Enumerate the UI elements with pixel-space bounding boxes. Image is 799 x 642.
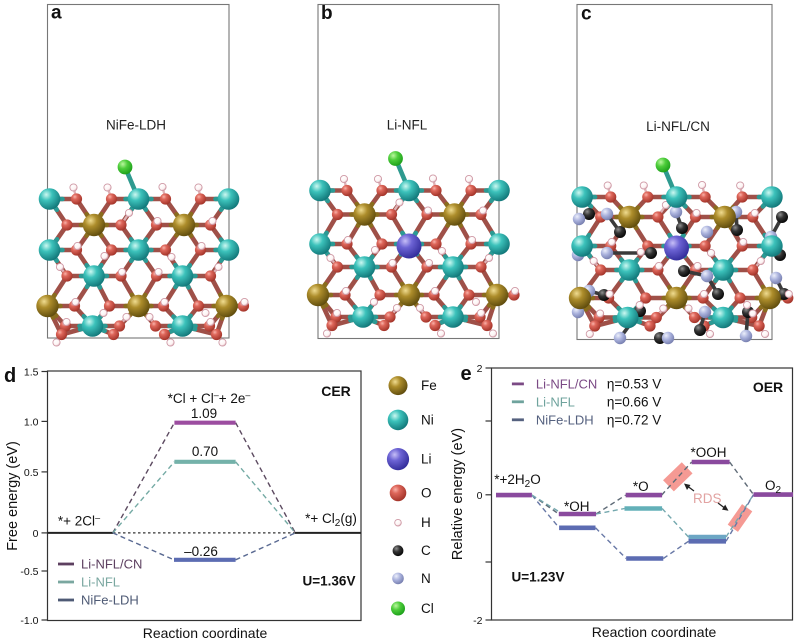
svg-text:Li-NFL/CN: Li-NFL/CN [81, 557, 142, 572]
svg-text:Li-NFL: Li-NFL [387, 118, 428, 133]
svg-text:Cl: Cl [421, 601, 434, 616]
svg-text:η=0.53 V: η=0.53 V [607, 376, 661, 391]
svg-text:0.70: 0.70 [192, 444, 218, 459]
svg-text:H: H [421, 515, 431, 530]
svg-text:2: 2 [477, 363, 483, 375]
svg-text:1.09: 1.09 [191, 406, 217, 421]
svg-text:Li-NFL: Li-NFL [536, 394, 575, 409]
svg-text:Li-NFL/CN: Li-NFL/CN [646, 119, 710, 134]
svg-text:b: b [321, 3, 333, 24]
svg-text:O: O [421, 485, 432, 500]
svg-text:*OH: *OH [564, 499, 590, 514]
svg-text:-2: -2 [473, 615, 482, 627]
svg-text:OER: OER [753, 379, 783, 395]
svg-text:η=0.72 V: η=0.72 V [607, 412, 661, 427]
svg-text:CER: CER [321, 383, 351, 399]
svg-text:U=1.23V: U=1.23V [512, 570, 565, 585]
svg-text:1.5: 1.5 [24, 367, 39, 379]
svg-text:Relative energy (eV): Relative energy (eV) [450, 428, 466, 560]
svg-text:-1.0: -1.0 [20, 615, 38, 627]
svg-text:–0.26: –0.26 [184, 544, 218, 559]
svg-text:*Cl + Cl–+ 2e–: *Cl + Cl–+ 2e– [168, 390, 251, 406]
svg-text:e: e [461, 363, 472, 385]
svg-text:d: d [4, 365, 16, 387]
svg-text:Reaction coordinate: Reaction coordinate [592, 624, 717, 640]
svg-text:*OOH: *OOH [690, 445, 726, 460]
svg-text:1.0: 1.0 [24, 417, 39, 429]
svg-text:U=1.36V: U=1.36V [303, 574, 356, 589]
svg-text:C: C [421, 543, 431, 558]
svg-text:NiFe-LDH: NiFe-LDH [536, 412, 594, 427]
svg-text:Li-NFL: Li-NFL [81, 575, 120, 590]
svg-text:0.5: 0.5 [24, 467, 39, 479]
svg-text:N: N [421, 571, 431, 586]
svg-text:Li: Li [421, 452, 432, 467]
svg-text:Free energy (eV): Free energy (eV) [5, 441, 21, 551]
svg-text:0: 0 [33, 528, 39, 540]
svg-text:RDS: RDS [693, 491, 722, 506]
svg-text:-0.5: -0.5 [20, 566, 38, 578]
svg-text:*+ 2Cl–: *+ 2Cl– [58, 513, 100, 529]
svg-text:*O: *O [633, 479, 649, 494]
svg-text:c: c [581, 4, 592, 25]
svg-text:Fe: Fe [421, 378, 437, 393]
svg-text:NiFe-LDH: NiFe-LDH [81, 593, 139, 608]
svg-text:Reaction coordinate: Reaction coordinate [143, 625, 268, 641]
svg-text:η=0.66 V: η=0.66 V [607, 394, 661, 409]
svg-text:NiFe-LDH: NiFe-LDH [106, 118, 166, 133]
svg-text:Ni: Ni [421, 412, 434, 427]
svg-text:0: 0 [477, 490, 483, 502]
svg-text:Li-NFL/CN: Li-NFL/CN [536, 376, 597, 391]
svg-text:a: a [51, 3, 62, 24]
svg-text:*+ Cl2(g): *+ Cl2(g) [305, 511, 357, 529]
